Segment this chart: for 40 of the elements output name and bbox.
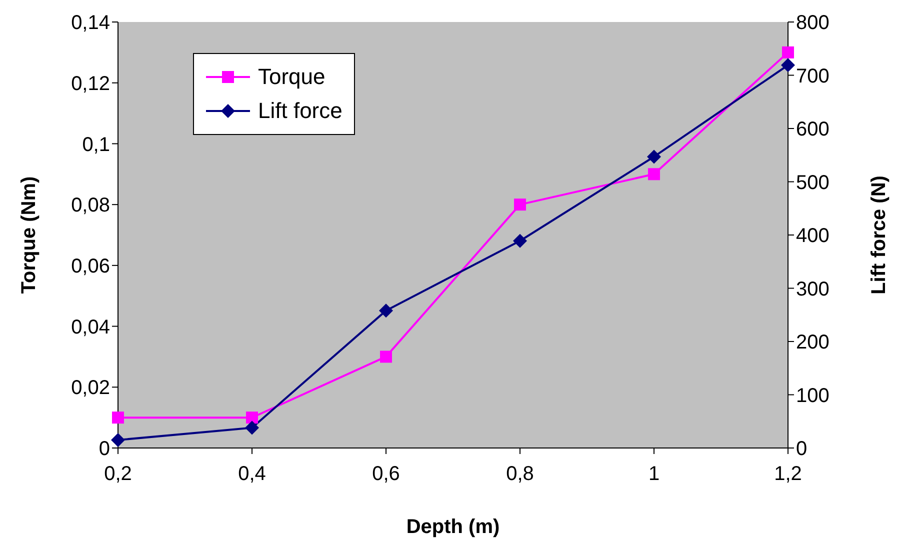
y2-tick-label: 700 <box>796 65 830 88</box>
x-axis-title: Depth (m) <box>406 516 500 538</box>
y2-tick-label: 200 <box>796 332 830 354</box>
y2-tick-label: 600 <box>796 118 830 141</box>
point <box>379 304 393 318</box>
y2-tick-label: 0 <box>796 438 808 460</box>
y-tick-label: 0,12 <box>71 72 110 95</box>
y-tick-label: 0,04 <box>71 316 110 338</box>
x-tick-label: 0,8 <box>506 463 534 486</box>
point <box>245 420 259 435</box>
point <box>647 150 661 164</box>
point <box>246 412 258 424</box>
y2-tick-label: 300 <box>796 278 830 300</box>
x-tick-label: 0,6 <box>372 463 400 486</box>
x-tick-label: 0,4 <box>238 463 266 486</box>
point <box>513 234 527 248</box>
y2-tick-label: 400 <box>796 225 830 248</box>
y2-tick-label: 800 <box>796 12 830 34</box>
point <box>111 433 125 448</box>
point <box>112 412 124 424</box>
legend-label: Torque <box>258 63 326 91</box>
y-axis-title: Torque (Nm) <box>18 176 40 294</box>
point <box>514 198 526 211</box>
point <box>648 168 660 180</box>
point <box>782 46 794 58</box>
x-tick-label: 1,2 <box>774 463 802 486</box>
point <box>781 58 795 72</box>
x-tick-label: 1 <box>648 463 660 486</box>
y-tick-label: 0,06 <box>71 256 110 278</box>
x-tick-label: 0,2 <box>104 463 132 486</box>
y-tick-label: 0,02 <box>71 377 110 400</box>
y-tick-label: 0,08 <box>71 194 110 217</box>
legend-label: Lift force <box>258 97 342 125</box>
y2-tick-label: 100 <box>796 384 830 407</box>
y2-tick-label: 500 <box>796 172 830 194</box>
y-tick-label: 0,14 <box>71 12 110 34</box>
point <box>380 350 392 363</box>
y2-axis-title: Lift force (N) <box>868 176 890 294</box>
y-tick-label: 0,1 <box>82 134 110 156</box>
y-tick-label: 0 <box>98 438 110 460</box>
